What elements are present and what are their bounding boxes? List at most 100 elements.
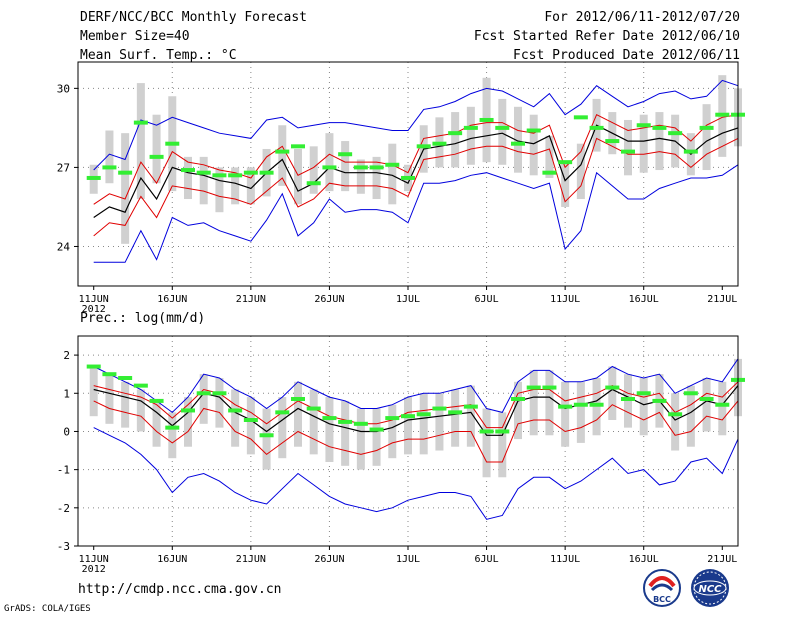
prec-panel-title: Prec.: log(mm/d) [80,311,205,326]
series-maximum [93,79,739,171]
range-box [718,381,727,436]
range-box [529,114,538,176]
range-box [105,130,114,184]
marker [558,404,573,409]
range-box [184,397,192,447]
marker [338,419,353,424]
x-tick-label: 1JUL [396,294,420,305]
marker [715,402,730,407]
range-box [514,381,522,440]
forecast-period: For 2012/06/11-2012/07/20 [544,10,740,25]
range-box [89,366,98,417]
x-tick-label: 11JUN [79,294,109,305]
range-box [576,143,585,200]
marker [353,421,368,426]
marker [259,170,274,175]
marker [699,125,714,130]
range-box [639,114,648,173]
x-tick-label: 16JUN [157,294,187,305]
range-box [309,389,318,455]
marker [385,162,400,167]
marker [652,125,667,130]
range-box [121,381,130,428]
marker [212,391,227,396]
marker [573,402,588,407]
x-tick-label: 26JUN [314,294,344,305]
x-tick-label: 16JUL [629,554,659,565]
marker [401,414,415,419]
range-box [655,112,664,171]
marker [605,385,620,390]
series-minimum [93,164,739,263]
x-tick-sublabel: 2012 [82,564,106,575]
temp-panel-title: Mean Surf. Temp.: °C [80,48,237,63]
marker [306,181,321,186]
series-minimum [93,427,739,520]
x-tick-label: 16JUN [157,554,187,565]
range-box [498,412,507,478]
range-box [608,366,617,420]
range-box [356,159,365,194]
marker [463,125,478,130]
range-box [404,397,412,455]
marker [306,406,321,411]
range-box [231,389,240,447]
range-box [466,106,475,165]
marker [573,115,588,120]
x-tick-label: 21JUN [236,294,266,305]
range-box [246,167,255,205]
marker [683,391,698,396]
range-box [388,143,397,205]
bcc-logo-text: BCC [653,595,671,604]
marker [699,397,714,401]
marker [196,170,211,175]
range-box [294,148,302,205]
bcc-logo-icon: BCC [643,569,681,607]
marker [495,125,510,130]
marker [385,416,400,421]
range-box [262,408,271,470]
marker [479,117,494,122]
chart-title: DERF/NCC/BCC Monthly Forecast [80,10,307,25]
forecast-produced-date: Fcst Produced Date 2012/06/11 [513,48,740,63]
marker [212,173,227,178]
range-box [341,141,350,192]
range-box [199,156,208,205]
y-tick-label: -2 [57,502,70,515]
marker [589,402,604,407]
range-box [215,378,224,428]
marker [275,149,290,154]
marker [542,385,557,390]
marker [86,175,101,180]
marker [668,131,683,136]
range-box [215,167,224,213]
marker [165,141,180,146]
marker [511,141,525,146]
marker [416,144,431,149]
source-url[interactable]: http://cmdp.ncc.cma.gov.cn [78,582,282,597]
range-box [325,397,334,462]
marker [291,144,305,149]
marker [636,123,651,128]
range-box [184,156,192,200]
series-lower-spread [93,137,739,237]
series-ensemble-mean [93,124,739,218]
range-box [356,408,365,470]
range-box [686,385,695,447]
range-box [152,114,161,184]
marker [275,410,290,415]
x-tick-label: 11JUL [550,294,580,305]
x-tick-label: 16JUL [629,294,659,305]
member-size: Member Size=40 [80,29,190,44]
range-box [545,370,554,436]
marker [668,412,683,417]
x-tick-label: 1JUL [396,554,420,565]
ncc-logo-text: NCC [698,584,722,595]
marker [353,165,368,170]
ncc-logo-icon: NCC [691,569,729,607]
series-lower-spread [93,400,739,463]
marker [401,175,415,180]
range-box [121,133,130,244]
marker [149,154,164,159]
